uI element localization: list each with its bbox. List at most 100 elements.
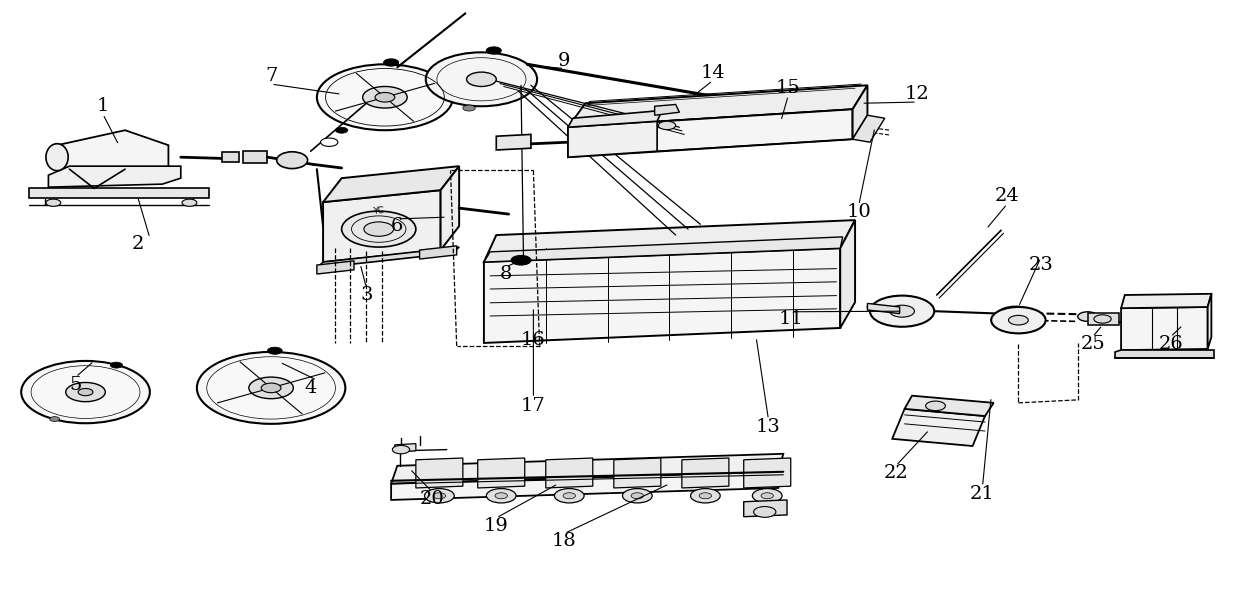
Circle shape [362,87,407,108]
Text: 15: 15 [776,79,801,98]
Text: 18: 18 [552,532,577,550]
Text: 19: 19 [484,517,508,535]
Polygon shape [243,151,268,163]
Polygon shape [57,130,169,181]
Polygon shape [655,105,680,115]
Polygon shape [440,166,459,250]
Circle shape [554,489,584,503]
Ellipse shape [46,144,68,171]
Circle shape [1007,312,1024,320]
Text: 26: 26 [1158,335,1183,353]
Polygon shape [568,121,657,157]
Polygon shape [853,85,868,139]
Circle shape [424,489,454,503]
Circle shape [1078,312,1097,321]
Circle shape [336,127,347,133]
Circle shape [249,377,294,399]
Polygon shape [222,152,239,162]
Circle shape [870,296,934,327]
Polygon shape [415,458,463,488]
Text: 25: 25 [1080,335,1105,353]
Circle shape [463,105,475,111]
Text: 14: 14 [701,64,725,82]
Polygon shape [484,248,841,343]
Polygon shape [29,188,210,198]
Polygon shape [324,190,440,262]
Text: 20: 20 [419,490,444,507]
Polygon shape [868,303,899,314]
Circle shape [197,352,345,424]
Circle shape [262,383,281,393]
Circle shape [46,199,61,206]
Circle shape [342,211,415,247]
Polygon shape [1121,294,1211,308]
Polygon shape [317,261,353,274]
Circle shape [78,388,93,396]
Polygon shape [841,220,856,328]
Polygon shape [48,166,181,187]
Polygon shape [324,166,459,202]
Text: 24: 24 [994,187,1019,205]
Polygon shape [568,109,853,157]
Text: 8: 8 [500,265,512,283]
Polygon shape [1208,294,1211,349]
Polygon shape [419,246,456,259]
Text: 7: 7 [265,67,278,85]
Text: 17: 17 [521,397,546,415]
Circle shape [317,64,453,130]
Circle shape [495,493,507,498]
Polygon shape [484,220,856,262]
Polygon shape [546,458,593,488]
Text: 12: 12 [904,85,929,104]
Text: 16: 16 [521,331,546,349]
Polygon shape [682,458,729,488]
Circle shape [699,493,712,498]
Polygon shape [477,458,525,488]
Text: 10: 10 [847,203,872,222]
Polygon shape [1115,350,1214,358]
Circle shape [21,361,150,423]
Circle shape [425,52,537,106]
Text: 9: 9 [558,52,570,70]
Circle shape [182,199,197,206]
Polygon shape [744,500,787,517]
Polygon shape [568,85,868,127]
Polygon shape [904,396,993,416]
Circle shape [890,305,914,317]
Polygon shape [744,458,791,488]
Circle shape [321,138,339,146]
Text: 2: 2 [131,235,144,253]
Polygon shape [853,115,885,142]
Text: 13: 13 [756,418,781,436]
Text: 21: 21 [970,485,994,503]
Text: 5: 5 [69,376,82,394]
Circle shape [392,445,409,454]
Circle shape [691,489,720,503]
Circle shape [433,493,445,498]
Polygon shape [568,110,662,127]
Circle shape [622,489,652,503]
Circle shape [754,506,776,517]
Circle shape [363,222,393,236]
Polygon shape [317,247,459,268]
Circle shape [374,93,394,102]
Circle shape [486,47,501,54]
Polygon shape [394,444,415,452]
Circle shape [383,59,398,66]
Polygon shape [1087,313,1118,325]
Circle shape [268,347,283,355]
Text: 23: 23 [1028,256,1053,274]
Text: 3: 3 [360,286,372,304]
Circle shape [486,489,516,503]
Circle shape [761,493,774,498]
Polygon shape [614,458,661,488]
Circle shape [50,417,60,421]
Circle shape [110,362,123,368]
Text: 22: 22 [884,464,908,482]
Ellipse shape [277,152,308,169]
Text: YC: YC [373,206,384,216]
Circle shape [658,121,676,129]
Text: 6: 6 [391,217,403,235]
Text: 11: 11 [779,310,804,328]
Circle shape [563,493,575,498]
